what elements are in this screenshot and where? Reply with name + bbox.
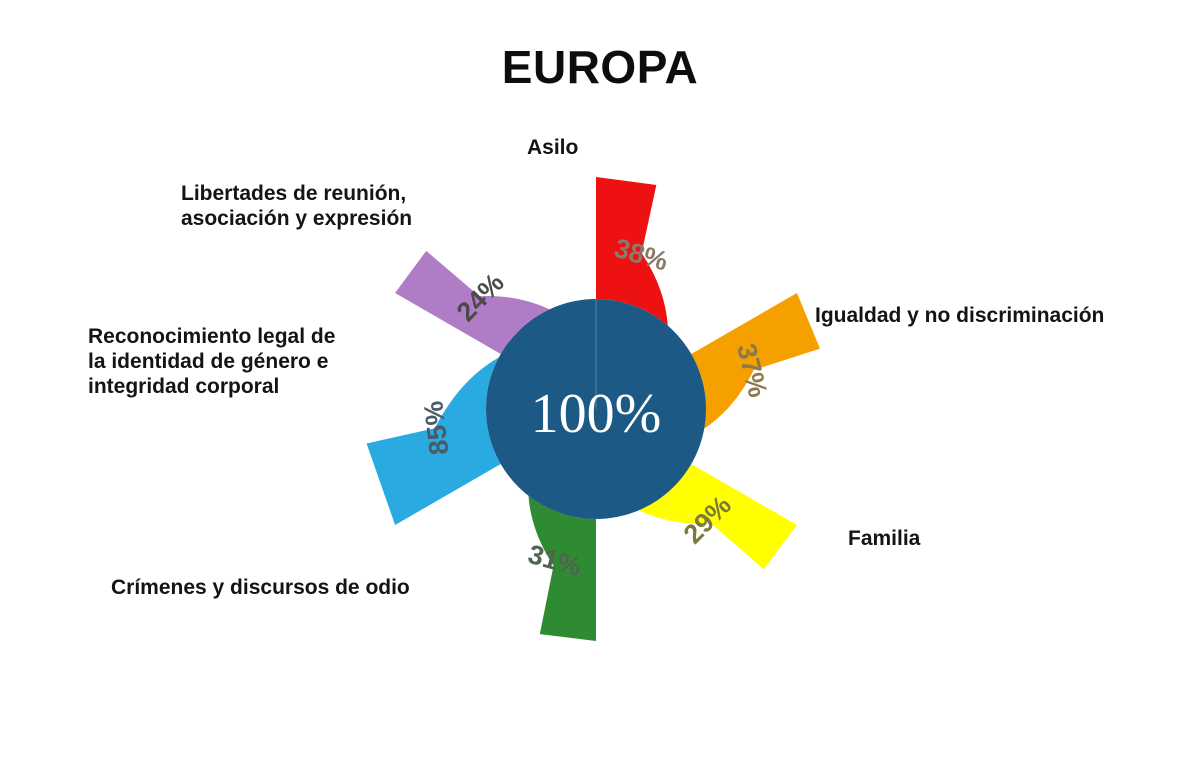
svg-text:85%: 85% bbox=[418, 399, 454, 456]
svg-text:100%: 100% bbox=[531, 383, 662, 445]
